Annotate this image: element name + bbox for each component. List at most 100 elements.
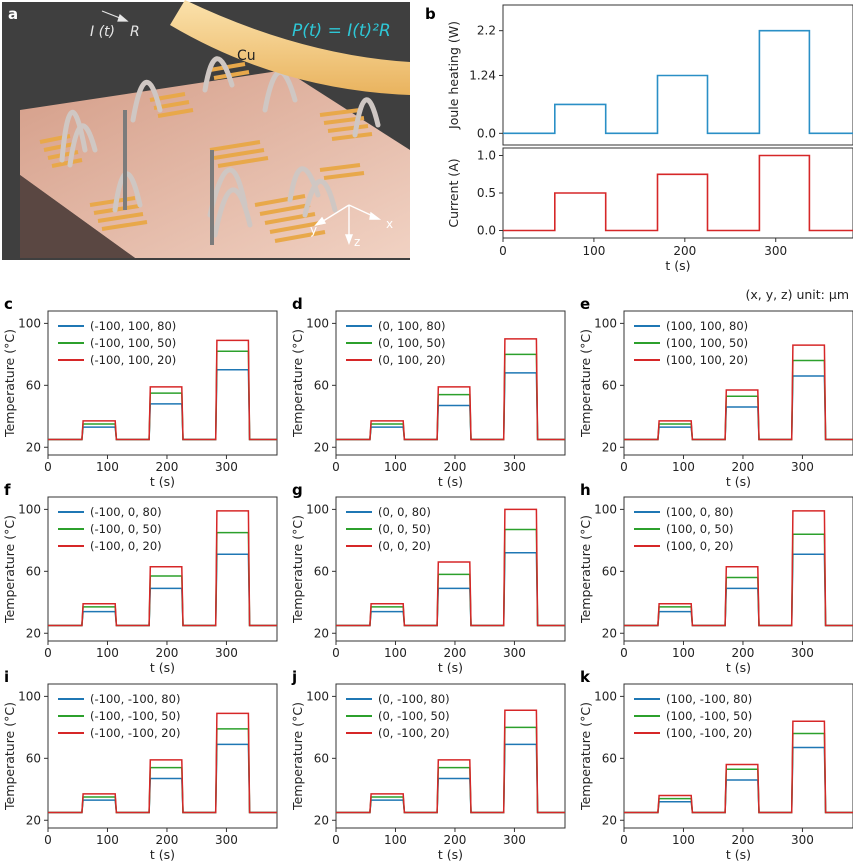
x-tick-label: 0: [44, 646, 52, 660]
x-tick-label: 100: [672, 833, 695, 847]
x-tick-label: 100: [582, 244, 605, 258]
legend-label: (0, -100, 20): [378, 726, 450, 740]
panel-label: d: [292, 295, 303, 313]
y-tick-label: 100: [594, 689, 617, 703]
x-tick-label: 100: [96, 833, 119, 847]
x-axis-label: t (s): [438, 474, 463, 489]
plot-frame: [47, 310, 278, 456]
y-tick-label: 1.24: [469, 68, 496, 82]
y-tick-label: 0.0: [477, 126, 496, 140]
series-line: [624, 553, 853, 627]
x-tick-label: 200: [732, 646, 755, 660]
panel-label-b: b: [425, 5, 436, 23]
temperature-panel-k: k 20 60 100 0 100 200 300 t (s) Temperature (°C) (…: [578, 668, 853, 862]
series-line: [624, 344, 853, 441]
series-line: [48, 531, 277, 627]
x-tick-label: 200: [444, 646, 467, 660]
series-line: [48, 350, 277, 441]
x-tick-label: 100: [672, 460, 695, 474]
y-axis-label: Temperature (°C): [578, 329, 593, 438]
legend-label: (-100, 100, 50): [90, 336, 176, 350]
y-tick-label: 100: [18, 316, 41, 330]
y-tick-label: 100: [594, 502, 617, 516]
series-line: [336, 508, 565, 627]
y-tick-label: 0.5: [477, 186, 496, 200]
x-tick-label: 0: [332, 646, 340, 660]
panel-label: j: [291, 668, 297, 686]
series-line: [624, 510, 853, 627]
series-line: [624, 359, 853, 441]
y-tick-label: 60: [602, 564, 617, 578]
series-line: [48, 553, 277, 627]
x-axis-label: t (s): [150, 847, 175, 862]
panel-label: h: [580, 481, 591, 499]
series-line: [624, 746, 853, 814]
series-line-current: [503, 154, 853, 232]
series-line: [336, 353, 565, 441]
legend-label: (0, 0, 50): [378, 522, 431, 536]
x-tick-label: 100: [384, 646, 407, 660]
y-tick-label: 20: [26, 626, 41, 640]
x-tick-label: 300: [503, 460, 526, 474]
x-tick-label: 200: [732, 833, 755, 847]
x-tick-label: 100: [384, 833, 407, 847]
legend-label: (0, 100, 50): [378, 336, 446, 350]
y-tick-label: 2.2: [477, 24, 496, 38]
legend-label: (0, -100, 80): [378, 692, 450, 706]
series-line: [624, 375, 853, 441]
y-axis-label: Temperature (°C): [290, 329, 305, 438]
temperature-panel-f: f 20 60 100 0 100 200 300 t (s) Temperature (°C) (…: [2, 481, 278, 675]
y-axis-label: Temperature (°C): [2, 329, 17, 438]
x-tick-label: 0: [44, 833, 52, 847]
x-tick-label: 200: [156, 646, 179, 660]
x-tick-label: 100: [384, 460, 407, 474]
copper-wire: [170, 0, 410, 95]
series-line: [336, 372, 565, 441]
panel-label: i: [4, 668, 9, 686]
y-tick-label: 20: [602, 813, 617, 827]
series-line: [48, 728, 277, 814]
series-line: [48, 369, 277, 441]
x-tick-label: 200: [444, 833, 467, 847]
y-tick-label: 20: [314, 440, 329, 454]
x-tick-label: 300: [764, 244, 787, 258]
x-tick-label: 300: [215, 460, 238, 474]
series-line: [624, 533, 853, 627]
y-tick-label: 60: [26, 751, 41, 765]
x-axis-label: t (s): [150, 660, 175, 675]
y-axis-label: Current (A): [446, 158, 461, 227]
series-line: [336, 551, 565, 627]
x-tick-label: 200: [673, 244, 696, 258]
temperature-panel-i: i 20 60 100 0 100 200 300 t (s) Temperature (°C) (…: [2, 668, 278, 862]
y-axis-label: Temperature (°C): [2, 515, 17, 624]
x-tick-label: 0: [332, 460, 340, 474]
y-axis-label: Temperature (°C): [578, 702, 593, 811]
y-tick-label: 100: [18, 689, 41, 703]
panel-label: k: [580, 668, 591, 686]
y-tick-label: 60: [314, 378, 329, 392]
legend-label: (-100, -100, 50): [90, 709, 180, 723]
y-tick-label: 60: [602, 751, 617, 765]
x-tick-label: 300: [791, 833, 814, 847]
x-axis-label: t (s): [438, 847, 463, 862]
legend-label: (-100, 100, 20): [90, 353, 176, 367]
x-tick-label: 300: [503, 833, 526, 847]
gold-electrodes: [39, 62, 373, 243]
current-subplot: 0.0 0.5 1.0 Current (A) 0 100 200 300 t (s): [446, 147, 853, 273]
y-tick-label: 60: [26, 378, 41, 392]
legend-label: (0, 0, 80): [378, 505, 431, 519]
current-label: I (t): [90, 24, 115, 40]
x-axis-label: t (s): [726, 660, 751, 675]
legend-label: (-100, -100, 20): [90, 726, 180, 740]
x-tick-label: 200: [156, 833, 179, 847]
temperature-panel-c: c 20 60 100 0 100 200 300 t (s) Temperature (°C) (…: [2, 295, 278, 489]
legend-label: (-100, 0, 80): [90, 505, 162, 519]
y-tick-label: 20: [314, 626, 329, 640]
legend-label: (100, 0, 20): [666, 539, 734, 553]
y-tick-label: 20: [314, 813, 329, 827]
temperature-panel-e: e 20 60 100 0 100 200 300 t (s) Temperature (°C) (…: [578, 295, 853, 489]
legend-label: (-100, 0, 20): [90, 539, 162, 553]
axis-z-label: z: [354, 235, 360, 249]
x-axis-label: t (s): [726, 474, 751, 489]
